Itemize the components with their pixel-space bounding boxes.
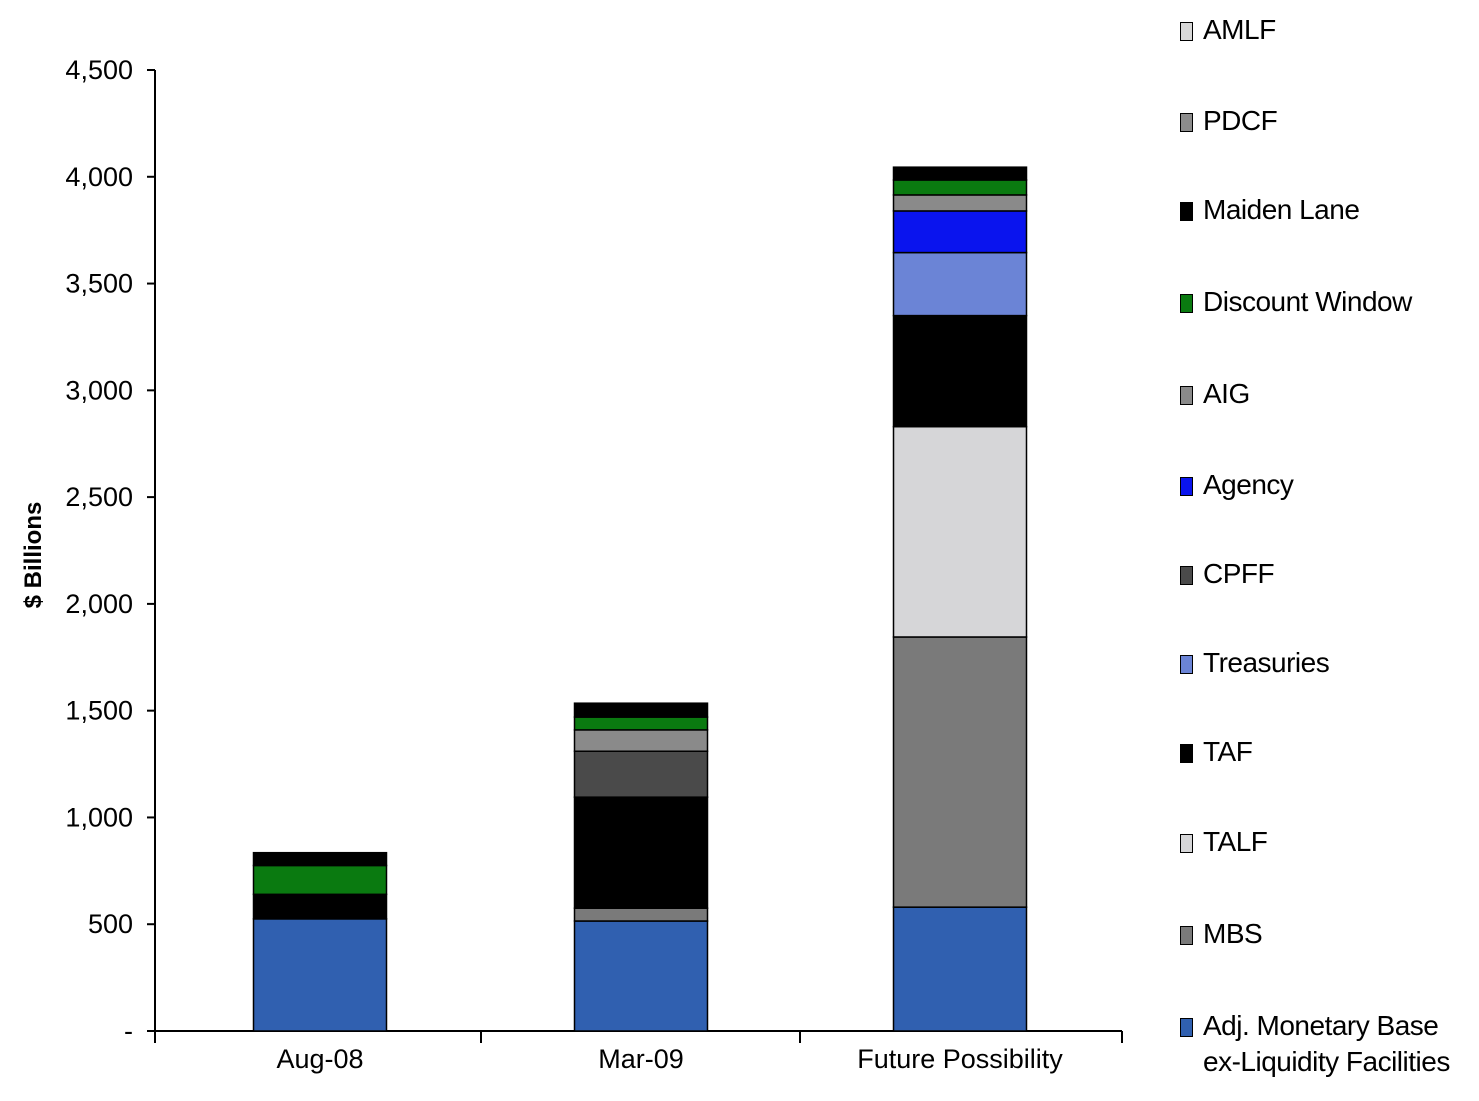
y-tick-label: 500 (88, 909, 133, 939)
bar-segment (892, 636, 1028, 908)
chart-legend: AMLF PDCF Maiden Lane Discount Window AIG Age… (1180, 0, 1479, 1101)
legend-label: Adj. Monetary Base ex-Liquidity Faciliti… (1203, 1010, 1450, 1077)
y-tick-label: 3,000 (65, 375, 133, 405)
legend-item: AIG (1180, 376, 1473, 412)
legend-item: Adj. Monetary Base ex-Liquidity Faciliti… (1180, 1008, 1473, 1080)
legend-swatch (1180, 22, 1193, 41)
bar-segment (892, 194, 1028, 212)
y-tick-label: 1,500 (65, 696, 133, 726)
legend-label: AIG (1203, 378, 1250, 409)
legend-swatch (1180, 655, 1193, 674)
bar-segment (573, 702, 709, 718)
x-tick-label: Aug-08 (276, 1044, 363, 1074)
legend-item: MBS (1180, 916, 1473, 952)
legend-swatch (1180, 926, 1193, 945)
legend-swatch (1180, 566, 1193, 585)
y-tick-label: - (124, 1016, 133, 1046)
legend-item: Discount Window (1180, 284, 1473, 320)
legend-item: TAF (1180, 734, 1473, 770)
x-tick-label: Mar-09 (598, 1044, 684, 1074)
legend-item: TALF (1180, 824, 1473, 860)
bar-segment (892, 251, 1028, 317)
legend-label: TALF (1203, 826, 1268, 857)
bar-segment (892, 314, 1028, 428)
legend-swatch (1180, 113, 1193, 132)
legend-label: CPFF (1203, 558, 1275, 589)
legend-item: Agency (1180, 467, 1473, 503)
legend-item: AMLF (1180, 12, 1473, 48)
bar-stacks (252, 166, 1028, 1032)
legend-item: Treasuries (1180, 645, 1473, 681)
x-tick-label: Future Possibility (857, 1044, 1063, 1074)
bar-segment (252, 864, 388, 896)
legend-item: PDCF (1180, 103, 1473, 139)
y-axis-ticks: - 500 1,000 1,500 2,000 2,500 3,000 3,500 4,000 4… (65, 55, 155, 1046)
legend-swatch (1180, 202, 1193, 221)
legend-swatch (1180, 294, 1193, 313)
legend-item: CPFF (1180, 556, 1473, 592)
legend-label: AMLF (1203, 14, 1276, 45)
legend-label: Discount Window (1203, 286, 1412, 317)
legend-label: Agency (1203, 469, 1294, 500)
y-tick-label: 4,500 (65, 55, 133, 85)
legend-swatch (1180, 386, 1193, 405)
y-axis-title: $ Billions (20, 502, 47, 609)
bar-segment (252, 851, 388, 867)
y-tick-label: 2,500 (65, 482, 133, 512)
bar-segment (573, 920, 709, 1032)
legend-item: Maiden Lane (1180, 192, 1473, 228)
bar-segment (892, 906, 1028, 1032)
legend-label: Maiden Lane (1203, 194, 1360, 225)
legend-label: PDCF (1203, 105, 1278, 136)
legend-label: Treasuries (1203, 647, 1330, 678)
y-tick-label: 1,000 (65, 802, 133, 832)
x-axis-ticks: Aug-08 Mar-09 Future Possibility (154, 1031, 1123, 1074)
bar-segment (573, 750, 709, 798)
bar-segment (252, 918, 388, 1032)
y-tick-label: 4,000 (65, 162, 133, 192)
bar-segment (573, 716, 709, 731)
y-tick-label: 3,500 (65, 269, 133, 299)
bar-segment (573, 907, 709, 922)
legend-swatch (1180, 1018, 1193, 1037)
legend-swatch (1180, 744, 1193, 763)
legend-label: MBS (1203, 918, 1263, 949)
bar-segment (573, 796, 709, 909)
legend-label: TAF (1203, 736, 1253, 767)
legend-swatch (1180, 834, 1193, 853)
bar-segment (252, 893, 388, 920)
bar-segment (892, 179, 1028, 196)
bar-segment (573, 729, 709, 752)
bar-segment (892, 425, 1028, 638)
bar-segment (892, 166, 1028, 181)
legend-swatch (1180, 477, 1193, 496)
bar-segment (892, 210, 1028, 254)
y-tick-label: 2,000 (65, 589, 133, 619)
